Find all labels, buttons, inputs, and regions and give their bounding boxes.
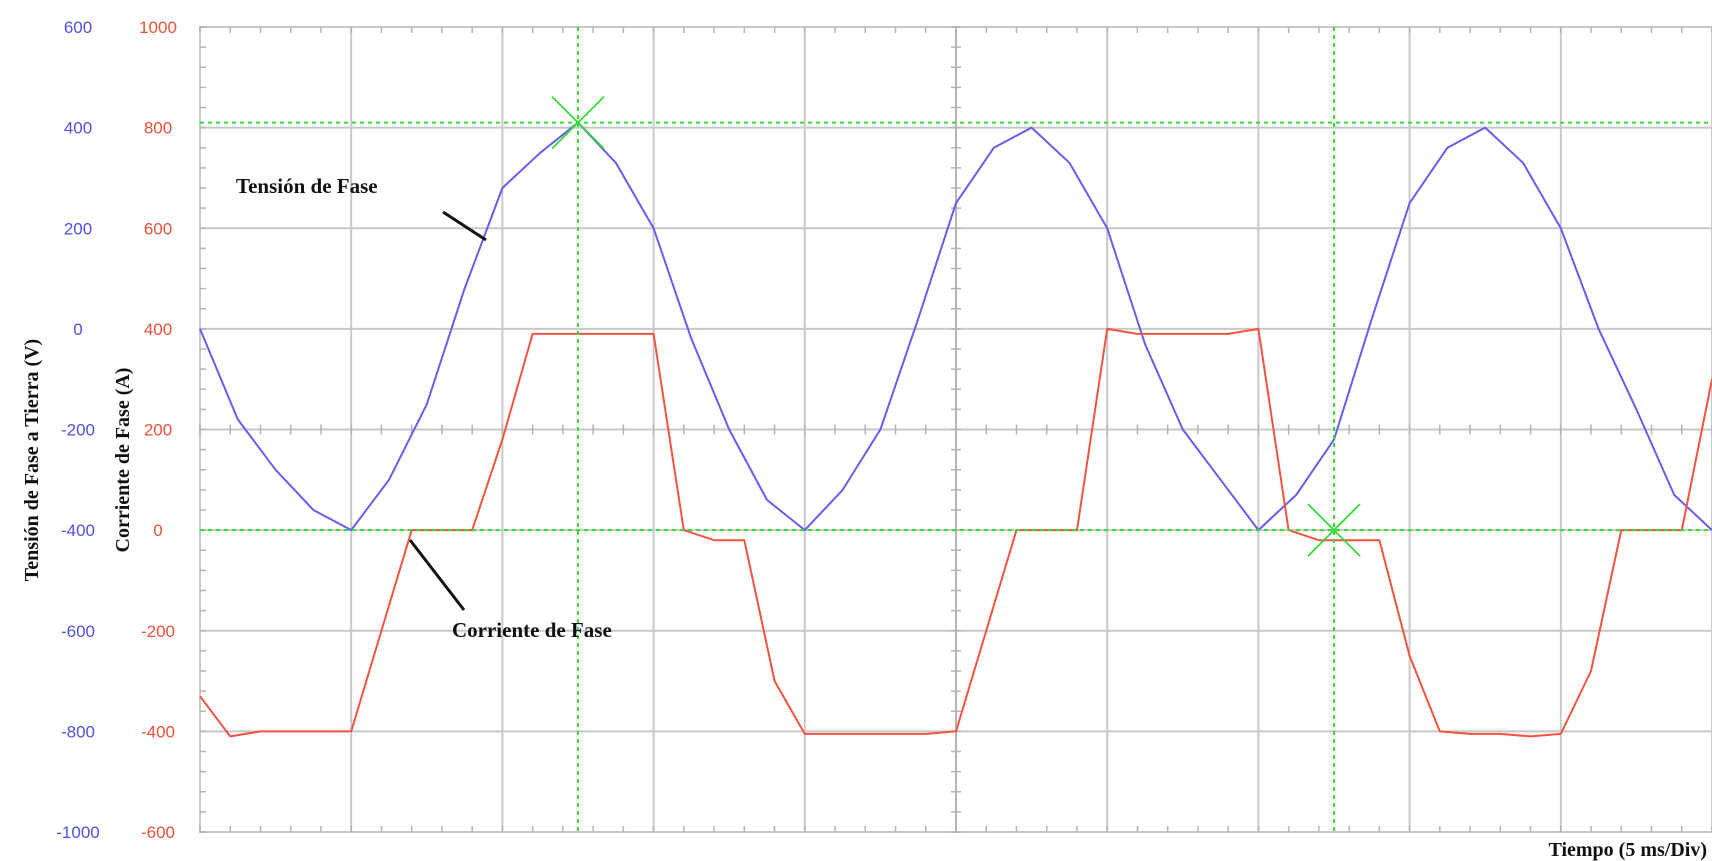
annotation-voltage: Tensión de Fase	[236, 174, 487, 242]
series-line-voltage	[199, 121, 1712, 532]
current-tick-label: 0	[153, 521, 162, 540]
current-tick-label: -200	[141, 622, 175, 641]
cursor-marker	[1307, 503, 1361, 557]
annotation-current: Corriente de Fase	[408, 539, 612, 642]
current-tick-label: -400	[141, 722, 175, 741]
annotation-current-arrow	[408, 539, 466, 611]
y-axis-title-current: Corriente de Fase (A)	[112, 368, 134, 553]
voltage-tick-label: -600	[61, 622, 95, 641]
cursor-lines	[200, 27, 1712, 832]
voltage-tick-label: 600	[64, 18, 92, 37]
current-tick-label: 800	[144, 119, 172, 138]
voltage-tick-label: -1000	[56, 823, 99, 842]
current-tick-label: 600	[144, 219, 172, 238]
voltage-tick-label: 0	[73, 320, 82, 339]
y-axis-title-voltage: Tensión de Fase a Tierra (V)	[21, 339, 43, 581]
current-tick-label: -600	[141, 823, 175, 842]
annotation-voltage-label: Tensión de Fase	[236, 174, 378, 198]
voltage-tick-label: 400	[64, 119, 92, 138]
x-axis-title: Tiempo (5 ms/Div)	[1548, 839, 1707, 861]
y-axis-ticks: 600 400 200 0 -200 -400 -600 -800 -1000 1000 800 60…	[56, 18, 177, 842]
annotation-voltage-arrow	[442, 210, 487, 242]
current-tick-label: 1000	[139, 18, 177, 37]
plot-grid	[199, 26, 1712, 833]
annotation-current-label: Corriente de Fase	[452, 618, 612, 642]
current-tick-label: 400	[144, 320, 172, 339]
voltage-tick-label: -400	[61, 521, 95, 540]
voltage-tick-label: -800	[61, 722, 95, 741]
voltage-tick-label: -200	[61, 421, 95, 440]
cursor-marker	[551, 95, 605, 150]
current-tick-label: 200	[144, 421, 172, 440]
voltage-tick-label: 200	[64, 219, 92, 238]
